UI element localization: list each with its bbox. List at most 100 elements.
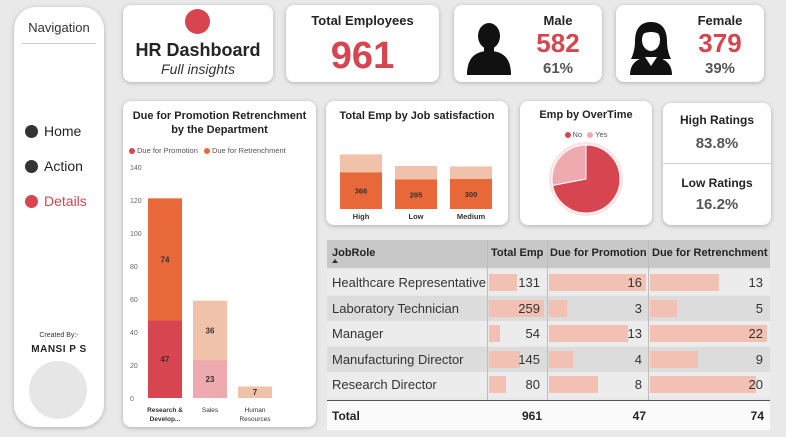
female-percent: 39% xyxy=(704,60,736,77)
retrench-cell: 13 xyxy=(748,275,763,290)
title-card: HR Dashboard Full insights xyxy=(123,5,273,82)
pie-slice-yes[interactable] xyxy=(551,144,587,186)
male-percent: 61% xyxy=(542,60,574,77)
column-separator xyxy=(487,240,488,400)
legend-no-dot-icon xyxy=(564,132,571,139)
total-retrenchment-value: 74 xyxy=(750,409,764,423)
y-tick-label: 140 xyxy=(130,165,142,172)
author-name: MANSI P S xyxy=(31,344,87,355)
overtime-chart-plot xyxy=(549,142,623,216)
bar-retrenchment[interactable] xyxy=(238,386,272,398)
x-tick-label: Low xyxy=(409,212,424,221)
retrench-cell: 22 xyxy=(748,326,763,341)
page-title: HR Dashboard xyxy=(135,40,261,60)
bar-retrenchment[interactable] xyxy=(148,198,182,321)
databar-retrench xyxy=(650,325,767,342)
overtime-chart-card: Emp by OverTime No Yes xyxy=(520,101,652,225)
x-tick-label: Develop... xyxy=(150,416,181,423)
promo-cell: 16 xyxy=(627,275,642,290)
female-card: Female 379 39% xyxy=(616,5,764,82)
table-row[interactable]: Research Director 80 8 20 xyxy=(327,372,770,397)
y-tick-label: 0 xyxy=(130,396,134,403)
bar-upper[interactable] xyxy=(450,166,492,180)
nav-item-action[interactable]: Action xyxy=(25,158,83,174)
details-dot-icon xyxy=(25,194,38,208)
databar-total xyxy=(489,325,501,342)
databar-retrench xyxy=(650,299,677,317)
jobrole-cell: Research Director xyxy=(332,377,437,392)
databar-retrench xyxy=(650,274,720,291)
promotion-chart-title: Due for Promotion Retrenchment by the De… xyxy=(132,110,307,136)
y-tick-label: 100 xyxy=(130,231,142,238)
bar-promotion[interactable] xyxy=(148,320,182,398)
y-tick-label: 120 xyxy=(130,198,142,205)
total-emp-value: 961 xyxy=(521,409,542,423)
bar-data-label: 295 xyxy=(410,190,423,199)
y-tick-label: 60 xyxy=(130,297,138,304)
table-row[interactable]: Manager 54 13 22 xyxy=(327,321,770,346)
databar-promo xyxy=(549,274,646,291)
nav-item-home[interactable]: Home xyxy=(25,123,81,139)
job-satisfaction-chart-card: Total Emp by Job satisfaction 366 High 295… xyxy=(326,101,508,225)
bar-lower[interactable] xyxy=(340,172,382,209)
databar-retrench xyxy=(650,376,757,393)
legend-promotion-label: Due for Promotion xyxy=(137,146,198,155)
legend-promotion-dot-icon xyxy=(129,148,135,155)
x-tick-label: Sales xyxy=(202,407,219,414)
jobrole-cell: Healthcare Representative xyxy=(332,275,486,290)
bar-retrenchment[interactable] xyxy=(193,300,227,361)
action-dot-icon xyxy=(25,159,38,173)
overtime-chart-title: Emp by OverTime xyxy=(539,109,633,121)
high-ratings-value: 83.8% xyxy=(695,135,739,152)
y-tick-label: 40 xyxy=(130,330,138,337)
logo-dot-icon xyxy=(185,9,210,34)
column-separator xyxy=(648,240,649,400)
total-label: Total xyxy=(332,409,360,423)
nav-divider xyxy=(22,43,96,44)
promotion-retrenchment-chart-card: Due for Promotion Retrenchment by the De… xyxy=(123,101,316,427)
column-header-due-retrenchment[interactable]: Due for Retrenchment xyxy=(652,247,768,259)
bar-data-label: 7 xyxy=(253,388,258,397)
job-satisfaction-chart-plot: 366 High 295 Low 300 Medium xyxy=(340,154,492,221)
databar-promo xyxy=(549,376,598,393)
retrench-cell: 9 xyxy=(755,351,763,367)
ratings-card: High Ratings 83.8% Low Ratings 16.2% xyxy=(663,103,771,225)
x-tick-label: Resources xyxy=(239,416,271,423)
nav-item-details[interactable]: Details xyxy=(25,193,87,209)
bar-upper[interactable] xyxy=(395,166,437,180)
ratings-divider xyxy=(663,163,771,164)
bar-lower[interactable] xyxy=(450,179,492,209)
table-row[interactable]: Healthcare Representative 131 16 13 xyxy=(327,270,770,295)
jobrole-table: JobRole Total Emp Due for Promotion Due … xyxy=(327,240,770,430)
column-header-due-promotion[interactable]: Due for Promotion xyxy=(550,247,647,259)
databar-total xyxy=(489,299,544,317)
table-row[interactable]: Manufacturing Director 145 4 9 xyxy=(327,346,770,372)
bar-lower[interactable] xyxy=(395,179,437,210)
column-header-total-emp[interactable]: Total Emp xyxy=(491,247,544,259)
table-row[interactable]: Laboratory Technician 259 3 5 xyxy=(327,295,770,321)
promotion-chart-plot: 0 20 40 60 80 100 120 140 47 74 Research & Develop.… xyxy=(130,165,272,423)
legend-yes-label: Yes xyxy=(595,130,608,139)
bar-data-label: 23 xyxy=(206,375,215,384)
total-employees-value: 961 xyxy=(330,35,395,77)
bar-upper[interactable] xyxy=(340,154,382,173)
databar-promo xyxy=(549,350,574,368)
male-card: Male 582 61% xyxy=(454,5,602,82)
legend-retrenchment-dot-icon xyxy=(203,148,210,155)
total-cell: 145 xyxy=(518,351,540,367)
x-tick-label: High xyxy=(353,212,370,221)
total-cell: 259 xyxy=(518,300,540,316)
male-label: Male xyxy=(543,13,573,28)
created-by-label: Created By:- xyxy=(39,332,79,339)
column-header-jobrole[interactable]: JobRole xyxy=(332,247,376,259)
bar-data-label: 300 xyxy=(465,190,478,199)
legend-yes-dot-icon xyxy=(587,132,594,139)
male-person-icon xyxy=(467,23,511,75)
total-employees-card: Total Employees 961 xyxy=(286,5,439,82)
home-dot-icon xyxy=(25,124,38,138)
female-label: Female xyxy=(697,13,743,28)
retrench-cell: 5 xyxy=(755,300,763,316)
sort-ascending-icon[interactable] xyxy=(332,259,338,263)
male-value: 582 xyxy=(536,28,580,58)
bar-promotion[interactable] xyxy=(193,360,227,398)
